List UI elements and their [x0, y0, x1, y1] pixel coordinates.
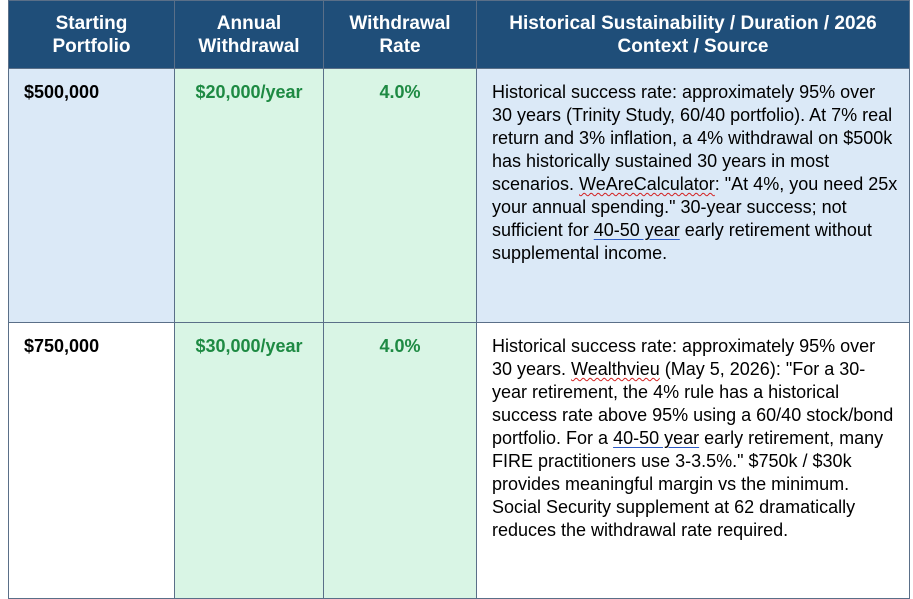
underlined-phrase: 40-50 year — [613, 428, 700, 448]
header-row: Starting Portfolio Annual Withdrawal Wit… — [8, 0, 910, 69]
annual-withdrawal-cell: $20,000/year — [174, 68, 324, 323]
header-text: Withdrawal — [349, 12, 451, 34]
header-text: Annual — [216, 12, 282, 34]
context-text: (May 5, 2026): "For a 30-year retirement… — [492, 359, 894, 448]
header-annual-withdrawal: Annual Withdrawal — [174, 0, 324, 69]
table-row: $500,000 $20,000/year 4.0% Historical su… — [8, 68, 910, 323]
starting-portfolio-cell: $750,000 — [8, 322, 175, 599]
spellcheck-word: WeAreCalculator — [579, 174, 715, 194]
context-text: early retirement without supplemental in… — [492, 220, 872, 263]
withdrawal-rate-cell: 4.0% — [323, 322, 477, 599]
context-cell: Historical success rate: approximately 9… — [476, 68, 910, 323]
context-text: Historical success rate: approximately 9… — [492, 336, 876, 379]
header-text: Portfolio — [52, 35, 131, 57]
table-row: $750,000 $30,000/year 4.0% Historical su… — [8, 322, 910, 599]
header-text: Starting — [55, 12, 128, 34]
header-starting-portfolio: Starting Portfolio — [8, 0, 175, 69]
header-text: Withdrawal — [198, 35, 300, 57]
withdrawal-rate-cell: 4.0% — [323, 68, 477, 323]
header-context-source: Historical Sustainability / Duration / 2… — [476, 0, 910, 69]
context-cell: Historical success rate: approximately 9… — [476, 322, 910, 599]
header-text: Rate — [379, 35, 421, 57]
context-text: : "At 4%, you need 25x your annual spend… — [492, 174, 898, 240]
header-text: Historical Sustainability / Duration / 2… — [509, 12, 877, 34]
spellcheck-word: Wealthvieu — [571, 359, 660, 379]
context-text: early retirement, many FIRE practitioner… — [492, 428, 884, 540]
underlined-phrase: 40-50 year — [593, 220, 680, 240]
header-text: Context / Source — [617, 35, 769, 57]
context-text: Historical success rate: approximately 9… — [492, 82, 893, 194]
withdrawal-table: Starting Portfolio Annual Withdrawal Wit… — [8, 0, 910, 599]
annual-withdrawal-cell: $30,000/year — [174, 322, 324, 599]
starting-portfolio-cell: $500,000 — [8, 68, 175, 323]
header-withdrawal-rate: Withdrawal Rate — [323, 0, 477, 69]
